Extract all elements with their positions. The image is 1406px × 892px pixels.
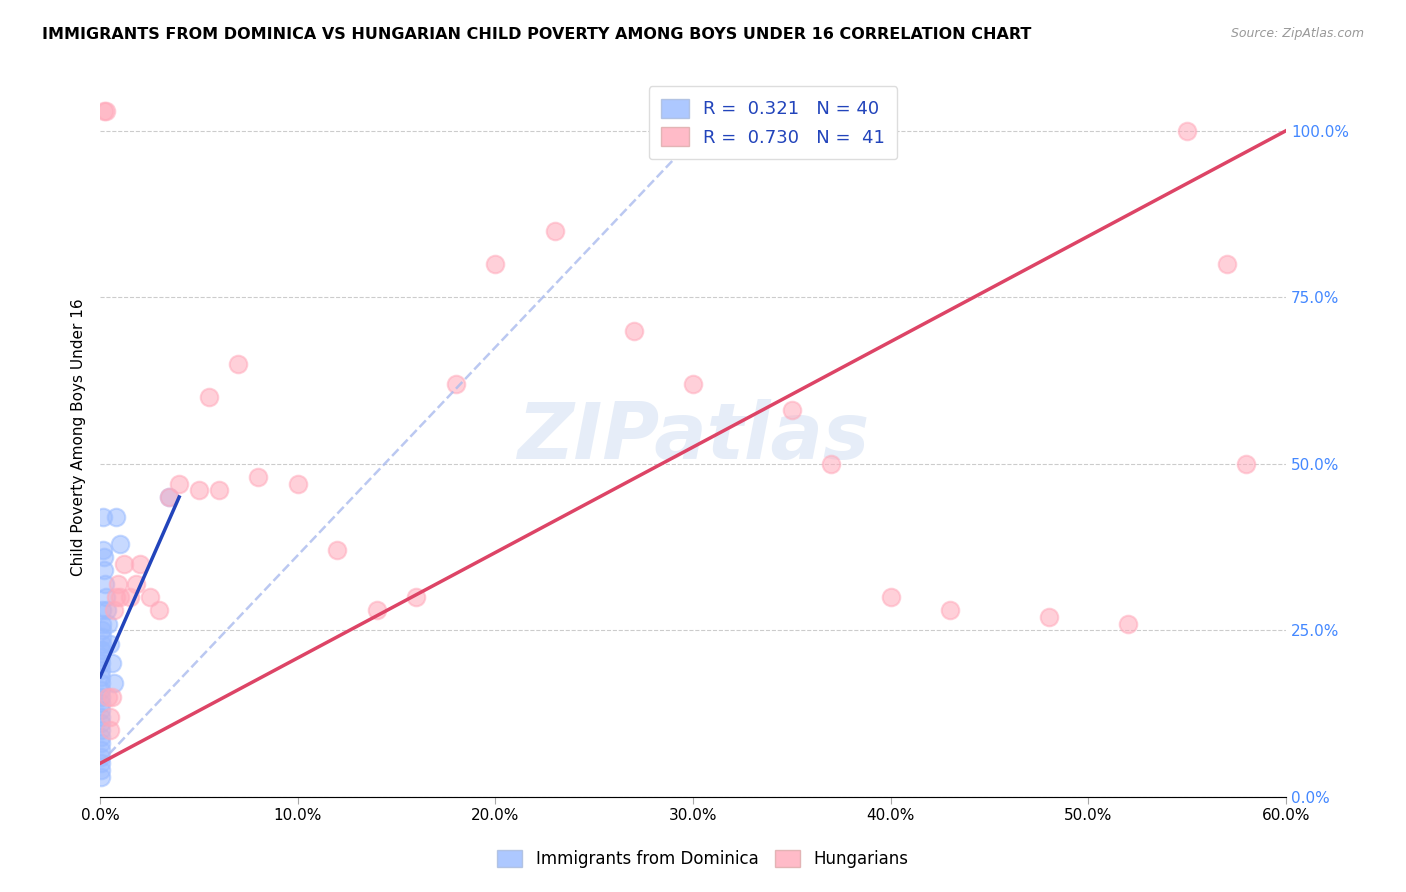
Point	[157, 490, 180, 504]
Point	[90, 756, 112, 771]
Point	[103, 676, 125, 690]
Point	[879, 590, 901, 604]
Point	[157, 490, 180, 504]
Point	[148, 603, 170, 617]
Point	[101, 690, 124, 704]
Point	[90, 643, 112, 657]
Point	[405, 590, 427, 604]
Point	[108, 536, 131, 550]
Y-axis label: Child Poverty Among Boys Under 16: Child Poverty Among Boys Under 16	[72, 298, 86, 576]
Point	[90, 716, 112, 731]
Point	[103, 603, 125, 617]
Point	[90, 703, 112, 717]
Point	[90, 690, 112, 704]
Point	[125, 576, 148, 591]
Point	[228, 357, 250, 371]
Point	[187, 483, 209, 498]
Point	[326, 543, 349, 558]
Point	[90, 683, 112, 698]
Point	[820, 457, 842, 471]
Point	[247, 470, 270, 484]
Point	[90, 723, 112, 737]
Point	[104, 590, 127, 604]
Point	[90, 770, 112, 784]
Point	[682, 376, 704, 391]
Point	[91, 510, 114, 524]
Point	[138, 590, 160, 604]
Point	[1236, 457, 1258, 471]
Point	[167, 476, 190, 491]
Point	[91, 643, 114, 657]
Legend: R =  0.321   N = 40, R =  0.730   N =  41: R = 0.321 N = 40, R = 0.730 N = 41	[648, 87, 897, 160]
Text: ZIPatlas: ZIPatlas	[517, 399, 869, 475]
Point	[90, 676, 112, 690]
Point	[93, 563, 115, 577]
Point	[128, 557, 150, 571]
Point	[1038, 610, 1060, 624]
Point	[90, 743, 112, 757]
Point	[91, 616, 114, 631]
Point	[98, 636, 121, 650]
Point	[90, 697, 112, 711]
Point	[623, 324, 645, 338]
Point	[90, 649, 112, 664]
Text: IMMIGRANTS FROM DOMINICA VS HUNGARIAN CHILD POVERTY AMONG BOYS UNDER 16 CORRELAT: IMMIGRANTS FROM DOMINICA VS HUNGARIAN CH…	[42, 27, 1032, 42]
Point	[107, 576, 129, 591]
Legend: Immigrants from Dominica, Hungarians: Immigrants from Dominica, Hungarians	[491, 843, 915, 875]
Point	[90, 763, 112, 777]
Point	[444, 376, 467, 391]
Point	[780, 403, 803, 417]
Point	[93, 549, 115, 564]
Point	[94, 590, 117, 604]
Point	[366, 603, 388, 617]
Point	[91, 623, 114, 637]
Point	[287, 476, 309, 491]
Point	[90, 749, 112, 764]
Point	[208, 483, 231, 498]
Point	[90, 663, 112, 677]
Point	[97, 690, 120, 704]
Point	[91, 636, 114, 650]
Point	[1215, 257, 1237, 271]
Point	[90, 736, 112, 750]
Point	[484, 257, 506, 271]
Point	[91, 630, 114, 644]
Point	[198, 390, 221, 404]
Point	[96, 603, 118, 617]
Point	[98, 723, 121, 737]
Point	[101, 657, 124, 671]
Point	[91, 543, 114, 558]
Point	[94, 103, 117, 118]
Point	[93, 103, 115, 118]
Text: Source: ZipAtlas.com: Source: ZipAtlas.com	[1230, 27, 1364, 40]
Point	[94, 576, 117, 591]
Point	[544, 224, 567, 238]
Point	[90, 657, 112, 671]
Point	[104, 510, 127, 524]
Point	[112, 557, 135, 571]
Point	[90, 670, 112, 684]
Point	[108, 590, 131, 604]
Point	[939, 603, 962, 617]
Point	[98, 710, 121, 724]
Point	[91, 603, 114, 617]
Point	[90, 710, 112, 724]
Point	[1116, 616, 1139, 631]
Point	[97, 616, 120, 631]
Point	[118, 590, 141, 604]
Point	[1175, 124, 1198, 138]
Point	[90, 730, 112, 744]
